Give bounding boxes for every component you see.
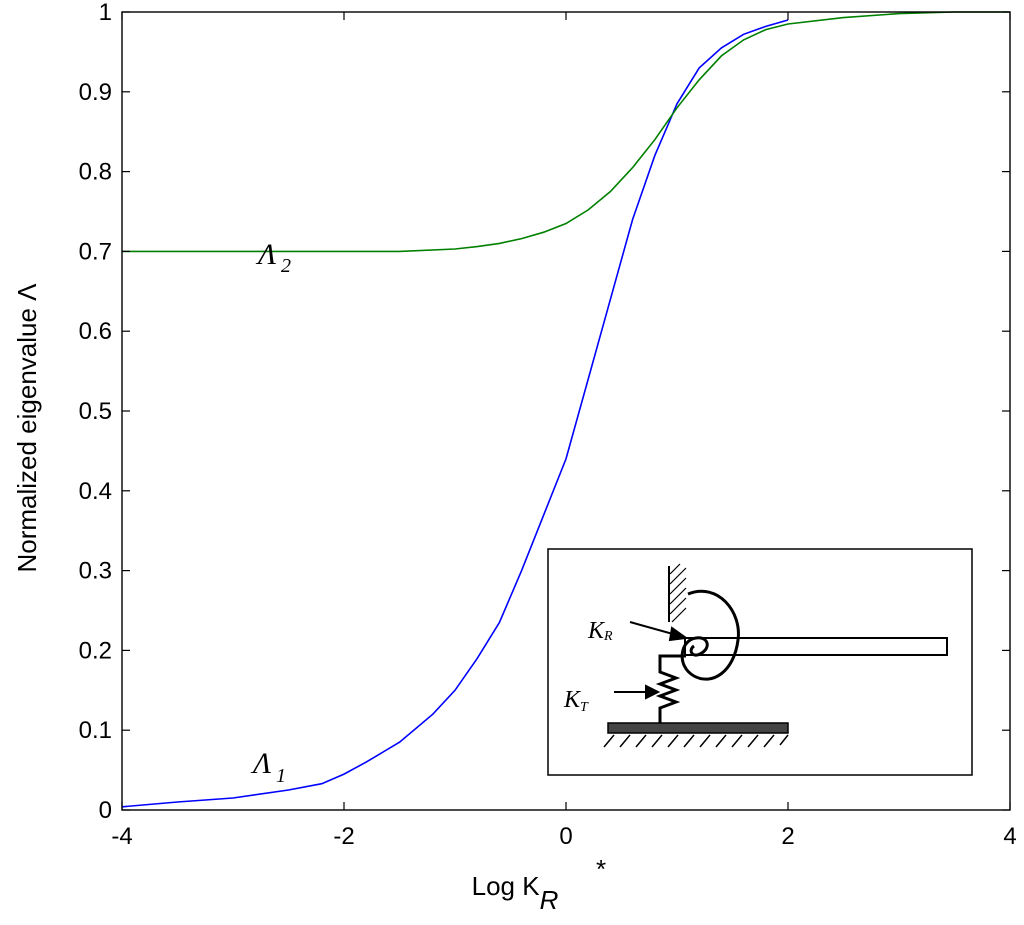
y-axis-title: Normalized eigenvalue Λ	[12, 283, 42, 573]
translational-spring	[655, 654, 686, 724]
y-tick-label: 0.5	[79, 398, 112, 425]
wall-hatch	[668, 563, 687, 623]
plot-area	[121, 11, 1010, 808]
lambda1-label: Λ 1	[250, 747, 286, 787]
kr-label: KR	[587, 618, 613, 644]
ground-hatch	[603, 734, 789, 748]
x-axis-title-sup: *	[596, 854, 606, 884]
inset-frame	[547, 548, 973, 776]
kr-arrow	[629, 621, 689, 642]
x-tick-label: 2	[781, 823, 794, 850]
x-axis-title-sub: R	[540, 885, 559, 915]
x-tick-label: -2	[333, 823, 354, 850]
svg-text:1: 1	[276, 765, 286, 787]
kt-label: KT	[563, 687, 589, 715]
series-line-1	[121, 19, 789, 808]
y-tick-label: 0.9	[79, 79, 112, 106]
svg-text:Λ: Λ	[255, 238, 276, 271]
ground-base	[607, 722, 789, 734]
y-tick-label: 0.7	[79, 238, 112, 265]
x-tick-label: 0	[559, 823, 572, 850]
y-tick-label: 1	[99, 0, 112, 26]
rotational-spring	[680, 589, 740, 681]
y-tick-label: 0.1	[79, 717, 112, 744]
y-tick-label: 0	[99, 797, 112, 824]
series-line-2	[122, 11, 1010, 253]
y-tick-label: 0.3	[79, 558, 112, 585]
x-axis-title: Log KR	[472, 871, 559, 915]
y-tick-label: 0.2	[79, 637, 112, 664]
lambda2-label: Λ 2	[255, 238, 291, 277]
kt-arrow	[614, 684, 661, 700]
x-tick-label: 4	[1003, 823, 1016, 850]
y-tick-label: 0.6	[79, 318, 112, 345]
x-axis-title-main: Log K	[472, 871, 541, 901]
y-tick-label: 0.4	[79, 478, 112, 505]
svg-text:Λ: Λ	[250, 747, 271, 780]
y-tick-label: 0.8	[79, 159, 112, 186]
svg-text:2: 2	[281, 255, 291, 277]
inset-diagram: KR KT	[547, 548, 973, 776]
x-tick-label: -4	[111, 823, 132, 850]
beam	[684, 637, 948, 656]
axes: -4 -2 0 2 4 0 0.1 0.2 0.3 0.4 0.5 0.6 0.7 0.8 0.9 1	[79, 0, 1017, 850]
